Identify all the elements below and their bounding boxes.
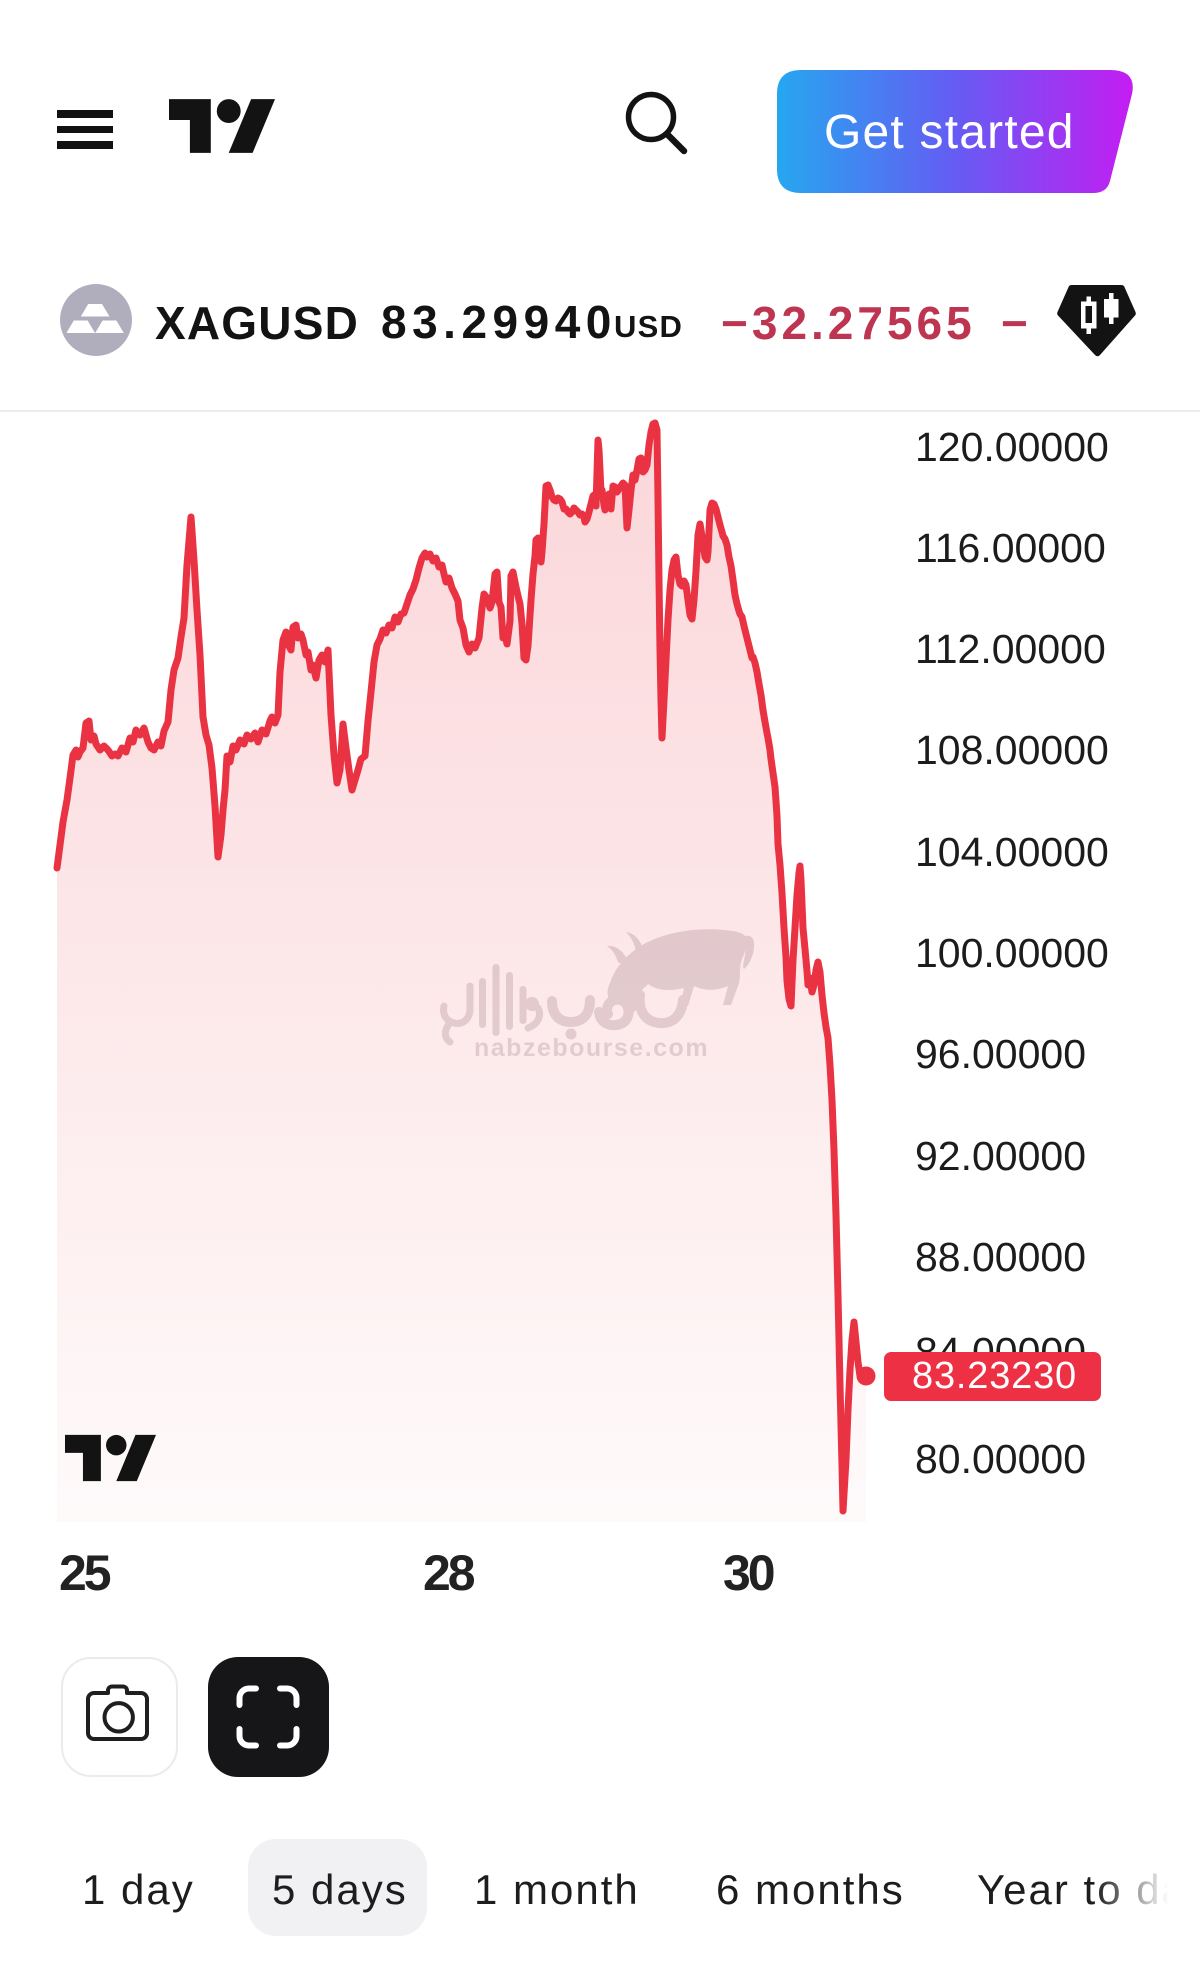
svg-text:Get started: Get started <box>824 106 1075 159</box>
svg-text:nabzebourse.com: nabzebourse.com <box>474 1034 709 1062</box>
